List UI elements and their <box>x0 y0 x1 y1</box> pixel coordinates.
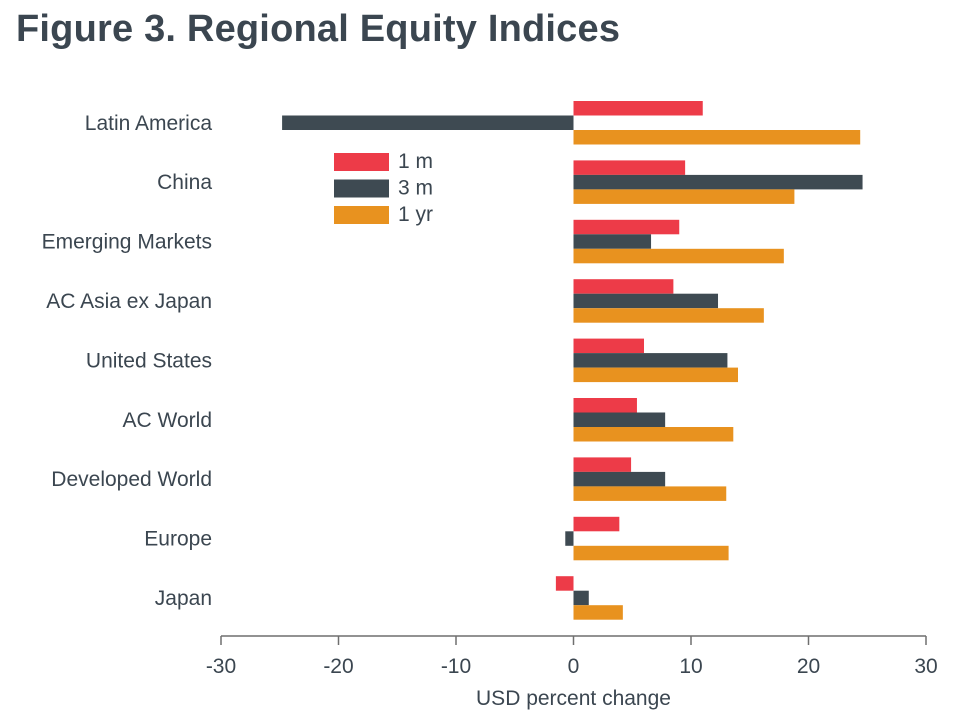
x-axis-title: USD percent change <box>476 687 671 710</box>
x-tick-label-30: 30 <box>914 655 937 678</box>
bar-ac-asia-ex-japan-3-m <box>573 293 719 309</box>
category-label-developed-world: Developed World <box>51 468 212 491</box>
bar-japan-1-yr <box>573 605 623 620</box>
x-tick-label-20: 20 <box>797 655 820 678</box>
category-label-europe: Europe <box>144 528 212 551</box>
bar-europe-1-m <box>573 516 620 532</box>
bar-europe-1-yr <box>573 545 729 561</box>
bar-emerging-markets-1-m <box>573 219 680 235</box>
legend-swatch-1-yr <box>334 206 389 224</box>
bar-emerging-markets-3-m <box>573 234 652 249</box>
bar-united-states-1-m <box>573 338 644 354</box>
legend: 1 m 3 m 1 yr <box>334 150 433 226</box>
bar-japan-1-m <box>555 576 574 591</box>
category-label-united-states: United States <box>86 349 212 372</box>
bar-china-1-m <box>573 160 686 175</box>
x-tick-label-0: 0 <box>568 655 580 678</box>
category-labels: Latin America China Emerging Markets AC Asi… <box>42 112 213 610</box>
legend-label-3-m: 3 m <box>398 177 433 200</box>
category-label-japan: Japan <box>155 587 212 610</box>
x-tick-label-10: 10 <box>679 655 702 678</box>
bar-developed-world-1-m <box>573 457 632 472</box>
legend-label-1-m: 1 m <box>398 150 433 173</box>
legend-swatch-3-m <box>334 179 389 198</box>
bar-europe-3-m <box>565 531 574 546</box>
bar-ac-world-3-m <box>573 412 666 427</box>
category-label-emerging-markets: Emerging Markets <box>42 231 212 254</box>
bar-ac-asia-ex-japan-1-m <box>573 279 674 294</box>
bar-china-1-yr <box>573 189 795 204</box>
bar-united-states-1-yr <box>573 367 738 383</box>
bar-ac-world-1-yr <box>573 427 734 442</box>
bar-japan-3-m <box>573 590 589 606</box>
category-label-china: China <box>157 171 212 194</box>
x-tick-label-30: -30 <box>206 655 236 678</box>
x-tick-label-10: -10 <box>441 655 471 678</box>
x-tick-label-20: -20 <box>323 655 353 678</box>
bar-ac-world-1-m <box>573 398 637 413</box>
legend-swatch-1-m <box>334 153 389 171</box>
bar-latin-america-3-m <box>282 115 574 130</box>
bar-united-states-3-m <box>573 353 728 368</box>
bars-group <box>282 101 863 620</box>
legend-label-1-yr: 1 yr <box>398 203 433 226</box>
bar-ac-asia-ex-japan-1-yr <box>573 308 764 323</box>
x-axis-ticks: -30 -20 -10 0 10 20 30 <box>206 636 938 678</box>
category-label-ac-asia-ex-japan: AC Asia ex Japan <box>46 290 212 313</box>
bar-latin-america-1-m <box>573 101 703 116</box>
bar-latin-america-1-yr <box>573 130 861 145</box>
category-label-ac-world: AC World <box>123 409 212 432</box>
chart-title: Figure 3. Regional Equity Indices <box>16 8 621 50</box>
bar-developed-world-3-m <box>573 471 666 487</box>
bar-china-3-m <box>573 174 863 190</box>
bar-emerging-markets-1-yr <box>573 248 784 264</box>
category-label-latin-america: Latin America <box>85 112 213 135</box>
bar-developed-world-1-yr <box>573 486 727 501</box>
